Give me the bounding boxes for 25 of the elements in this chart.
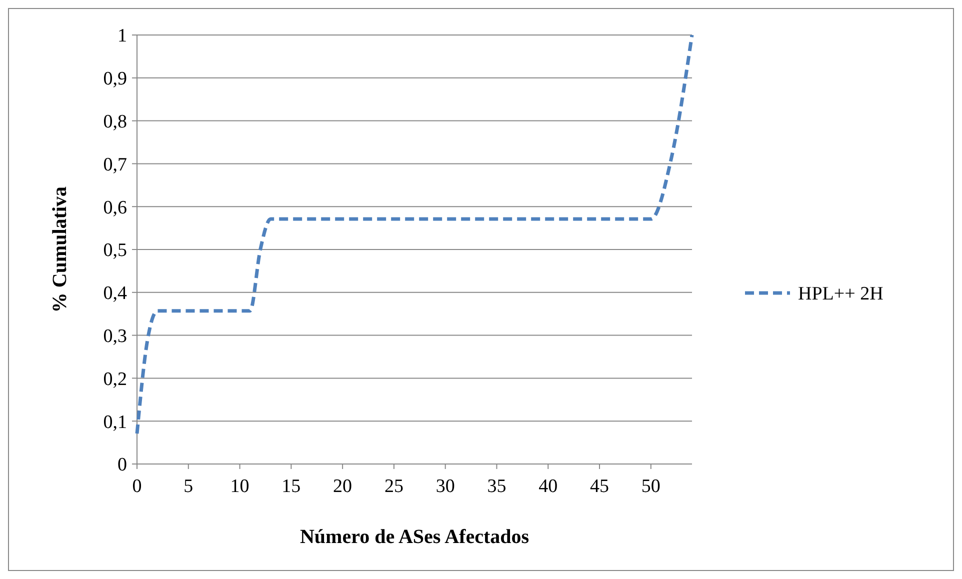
x-tick-label: 10 [230,476,250,497]
y-axis-title: % Cumulativa [49,186,71,313]
y-tick-label: 0,7 [103,154,127,176]
y-tick-label: 1 [118,26,127,47]
x-tick-label: 45 [590,476,609,497]
y-tick-label: 0,6 [103,197,127,218]
x-tick-label: 25 [384,476,404,497]
y-tick-label: 0,8 [103,111,127,132]
x-tick-label: 15 [282,476,301,497]
x-tick-label: 40 [538,476,558,497]
x-tick-label: 35 [487,476,506,497]
x-tick-label: 50 [641,476,660,497]
legend-label: HPL++ 2H [798,284,884,305]
y-tick-label: 0,9 [103,68,127,90]
x-axis-title: Número de ASes Afectados [300,526,530,548]
y-tick-label: 0,5 [103,240,127,262]
y-tick-label: 0,3 [103,326,127,347]
y-tick-label: 0,2 [103,368,127,390]
x-tick-label: 30 [436,476,455,497]
y-tick-label: 0 [118,454,127,476]
x-tick-label: 20 [333,476,352,497]
x-tick-label: 0 [132,476,142,497]
x-tick-label: 5 [184,476,194,497]
y-tick-label: 0,4 [103,283,128,304]
y-tick-label: 0,1 [103,412,127,433]
